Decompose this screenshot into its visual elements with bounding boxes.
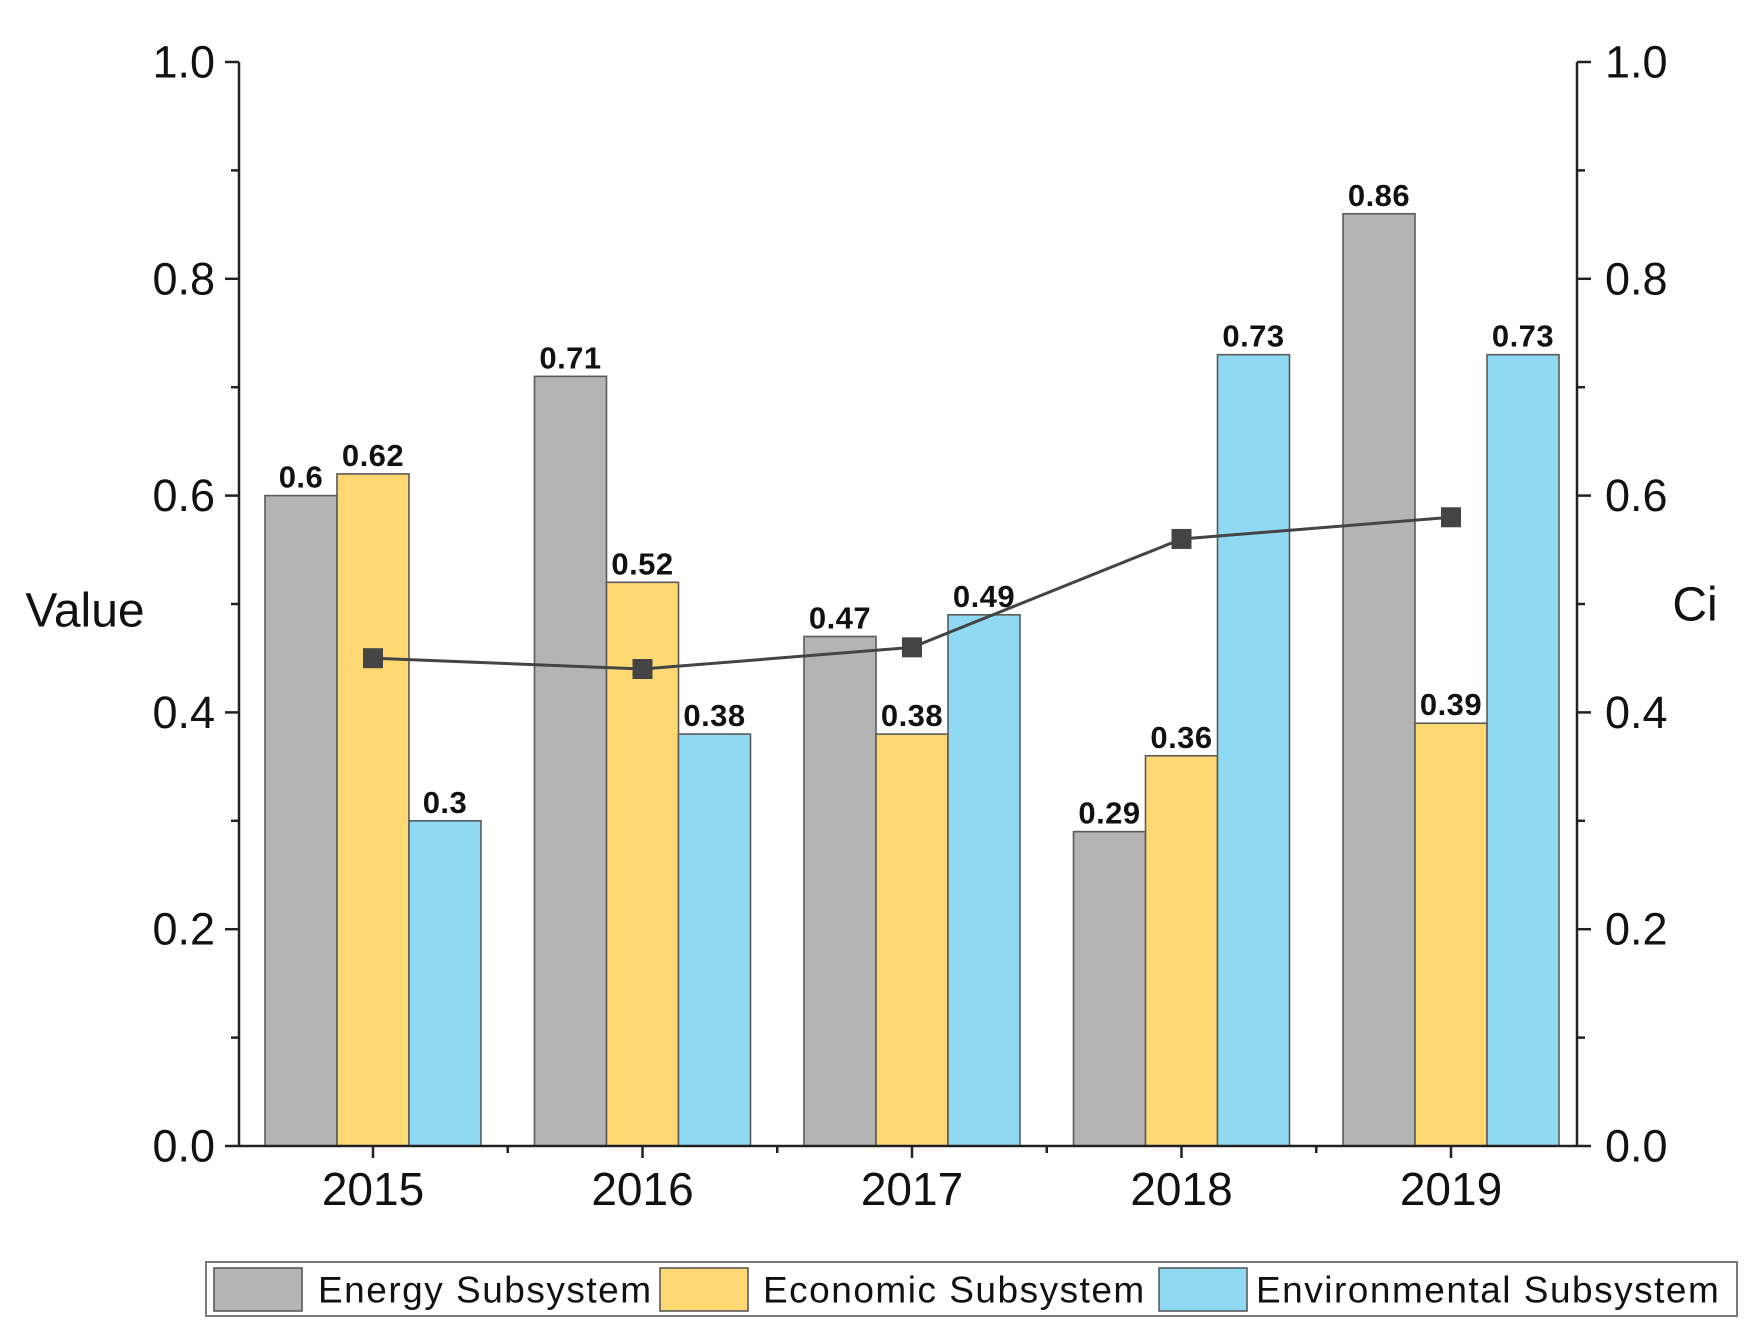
ci-marker-2018: [1171, 528, 1192, 549]
legend-label-environmental-subsystem: Environmental Subsystem: [1256, 1270, 1720, 1311]
y-tick-label-left: 0.8: [152, 253, 215, 304]
legend-item-environmental-subsystem: Environmental Subsystem: [1158, 1267, 1720, 1312]
data-label-environmental-subsystem-2016: 0.38: [683, 698, 745, 733]
x-tick-label-2019: 2019: [1400, 1163, 1502, 1215]
data-label-environmental-subsystem-2017: 0.49: [953, 579, 1015, 614]
bar-environmental-subsystem-2017: [947, 614, 1021, 1147]
legend-item-economic-subsystem: Economic Subsystem: [659, 1267, 1146, 1312]
legend: Energy Subsystem Economic Subsystem Envi…: [205, 1261, 1738, 1317]
data-label-energy-subsystem-2017: 0.47: [809, 601, 871, 636]
y2-tick-label: 0.0: [1605, 1121, 1668, 1172]
ci-line-layer: [363, 507, 1461, 680]
legend-swatch-economic-subsystem: [659, 1267, 749, 1312]
bar-environmental-subsystem-2016: [677, 733, 752, 1147]
y2-tick-label: 0.4: [1605, 687, 1668, 738]
data-label-economic-subsystem-2018: 0.36: [1150, 720, 1212, 755]
data-label-economic-subsystem-2015: 0.62: [342, 438, 404, 473]
data-label-energy-subsystem-2015: 0.6: [279, 460, 324, 495]
x-tick-label-2015: 2015: [322, 1163, 424, 1215]
ci-marker-2016: [632, 659, 653, 680]
data-label-economic-subsystem-2017: 0.38: [881, 698, 943, 733]
axis-ticks: [225, 60, 1591, 1158]
data-label-energy-subsystem-2018: 0.29: [1078, 796, 1140, 831]
bar-economic-subsystem-2015: [336, 473, 410, 1147]
y2-tick-label: 1.0: [1605, 37, 1668, 88]
legend-swatch-environmental-subsystem: [1158, 1267, 1248, 1312]
bar-economic-subsystem-2017: [875, 733, 949, 1147]
data-label-economic-subsystem-2019: 0.39: [1420, 687, 1482, 722]
bar-economic-subsystem-2019: [1414, 722, 1488, 1147]
data-label-economic-subsystem-2016: 0.52: [611, 546, 673, 581]
data-label-environmental-subsystem-2015: 0.3: [423, 785, 468, 820]
x-tick-label-2018: 2018: [1130, 1163, 1232, 1215]
ci-marker-2017: [902, 637, 922, 658]
bar-energy-subsystem-2018: [1072, 830, 1147, 1147]
bar-environmental-subsystem-2015: [408, 819, 482, 1147]
legend-swatch-energy-subsystem: [213, 1267, 303, 1312]
y-axis-title: Value: [25, 585, 144, 638]
ci-marker-2019: [1441, 507, 1461, 528]
bar-energy-subsystem-2015: [264, 494, 338, 1147]
legend-item-energy-subsystem: Energy Subsystem: [213, 1267, 653, 1312]
tick-labels: 0.0 0.2 0.4 0.6 0.8 1.0 0.0 0.2 0.4 0.6 0.8 1.0 2015…: [152, 37, 1667, 1216]
data-label-energy-subsystem-2019: 0.86: [1348, 178, 1410, 213]
y2-tick-label: 0.8: [1605, 253, 1668, 304]
data-label-environmental-subsystem-2018: 0.73: [1222, 319, 1284, 354]
bar-energy-subsystem-2019: [1342, 212, 1416, 1147]
y-tick-label-left: 0.2: [152, 904, 215, 955]
y-tick-label-left: 1.0: [152, 37, 215, 88]
bar-economic-subsystem-2018: [1144, 754, 1219, 1147]
legend-label-economic-subsystem: Economic Subsystem: [763, 1270, 1146, 1311]
y2-tick-label: 0.6: [1605, 470, 1668, 521]
x-tick-label-2016: 2016: [591, 1163, 693, 1215]
bar-energy-subsystem-2017: [803, 635, 877, 1147]
data-label-environmental-subsystem-2019: 0.73: [1492, 319, 1554, 354]
y-tick-label-left: 0.0: [152, 1121, 215, 1172]
bars: [264, 212, 1560, 1147]
y-tick-label-left: 0.6: [152, 470, 215, 521]
legend-label-energy-subsystem: Energy Subsystem: [318, 1270, 653, 1311]
data-label-energy-subsystem-2016: 0.71: [539, 340, 601, 375]
y2-axis-title: Ci: [1672, 579, 1717, 632]
bar-environmental-subsystem-2019: [1486, 353, 1560, 1147]
legend-box: [205, 1261, 1738, 1317]
ci-marker-2015: [363, 648, 383, 669]
bar-environmental-subsystem-2018: [1216, 353, 1291, 1147]
bar-energy-subsystem-2016: [533, 375, 608, 1147]
x-tick-label-2017: 2017: [861, 1163, 963, 1215]
y2-tick-label: 0.2: [1605, 904, 1668, 955]
data-labels: 0.6 0.71 0.47 0.29 0.86 0.62 0.52 0.38 0.36 0.39 0…: [279, 178, 1554, 831]
y-tick-label-left: 0.4: [152, 687, 215, 738]
